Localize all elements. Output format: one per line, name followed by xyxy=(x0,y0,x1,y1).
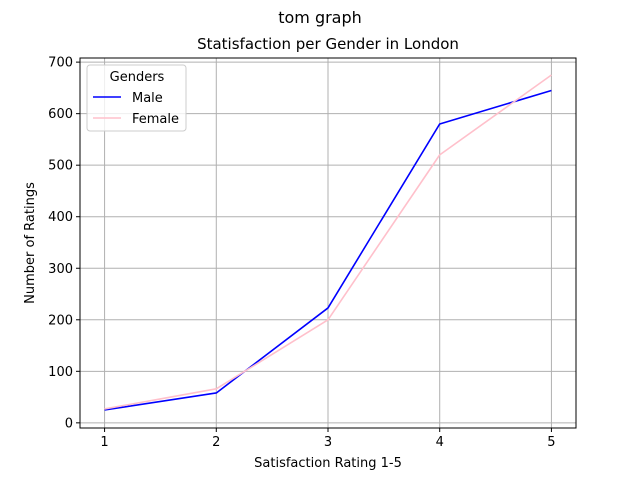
chart-title: Statisfaction per Gender in London xyxy=(197,35,459,53)
ticks: 1 2 3 4 5 0 100 200 300 400 500 600 700 xyxy=(48,56,555,450)
plot-frame xyxy=(79,57,577,429)
y-tick-label: 400 xyxy=(48,210,73,225)
x-tick-label: 4 xyxy=(436,435,444,450)
series-lines xyxy=(104,74,552,411)
x-tick-label: 3 xyxy=(324,435,332,450)
x-tick-label: 5 xyxy=(547,435,555,450)
legend: Genders Male Female xyxy=(86,64,187,132)
x-tick-label: 2 xyxy=(212,435,220,450)
y-tick-label: 300 xyxy=(48,262,73,277)
y-tick-label: 500 xyxy=(48,159,73,174)
series-line-female xyxy=(104,74,552,410)
x-axis-label: Satisfaction Rating 1-5 xyxy=(254,456,402,471)
y-tick-label: 600 xyxy=(48,107,73,122)
legend-label-female: Female xyxy=(132,112,179,127)
series-line-male xyxy=(104,89,552,411)
legend-label-male: Male xyxy=(132,91,163,106)
chart-suptitle: tom graph xyxy=(278,8,362,27)
y-tick-label: 0 xyxy=(65,416,73,431)
legend-title: Genders xyxy=(110,70,165,85)
x-tick-label: 1 xyxy=(100,435,108,450)
y-tick-label: 700 xyxy=(48,56,73,71)
grid xyxy=(80,58,576,428)
legend-box xyxy=(86,64,187,132)
y-tick-label: 200 xyxy=(48,313,73,328)
y-axis-label: Number of Ratings xyxy=(23,182,38,304)
y-tick-label: 100 xyxy=(48,365,73,380)
